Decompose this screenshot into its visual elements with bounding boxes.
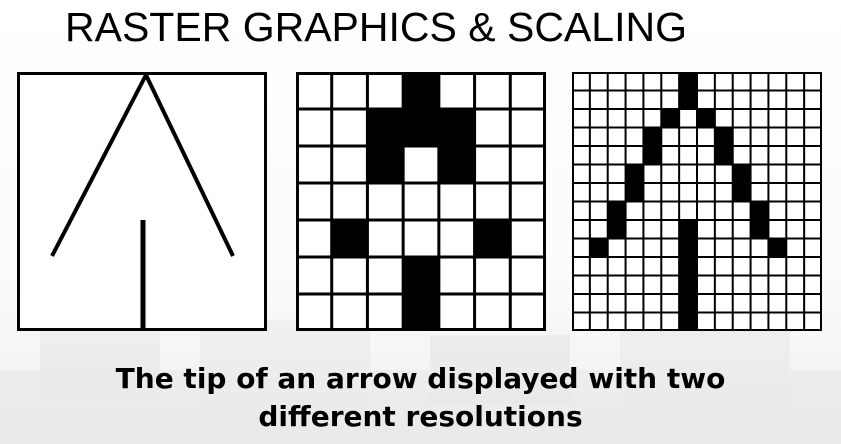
filled-pixel: [679, 220, 697, 239]
caption-line-2: different resolutions: [258, 400, 583, 433]
filled-pixel: [403, 294, 439, 331]
caption-line-1: The tip of an arrow displayed with two: [115, 362, 726, 395]
filled-pixel: [331, 220, 368, 257]
filled-pixel: [643, 127, 662, 146]
filled-pixel: [474, 220, 511, 257]
filled-pixel: [403, 72, 439, 109]
filled-pixel: [625, 183, 644, 202]
filled-pixel: [367, 109, 404, 146]
raster-low-resolution-panel: [296, 72, 546, 331]
raster-low-resolution-grid: [296, 72, 546, 331]
filled-pixel: [732, 164, 751, 183]
filled-pixel: [750, 201, 769, 220]
filled-pixel: [714, 127, 733, 146]
filled-pixel: [732, 183, 751, 202]
filled-pixel: [607, 201, 626, 220]
slide-caption: The tip of an arrow displayed with two d…: [0, 360, 841, 436]
filled-pixel: [403, 109, 439, 146]
filled-pixel: [679, 238, 697, 257]
vector-arrow-figure: [17, 72, 267, 331]
vector-arrow-left-stroke: [50, 74, 148, 257]
filled-pixel: [679, 257, 697, 276]
filled-pixel: [679, 90, 697, 109]
filled-pixel: [679, 294, 697, 313]
filled-pixel: [589, 238, 608, 257]
vector-arrow-panel: [17, 72, 267, 331]
filled-pixel: [679, 312, 697, 331]
filled-pixel: [643, 146, 662, 165]
filled-pixel: [661, 109, 680, 128]
filled-pixel: [714, 146, 733, 165]
filled-pixel: [438, 146, 475, 183]
filled-pixel: [750, 220, 769, 239]
filled-pixel: [679, 72, 697, 91]
filled-pixel: [697, 109, 715, 128]
slide-title: RASTER GRAPHICS & SCALING: [65, 4, 687, 50]
filled-pixel: [367, 146, 404, 183]
raster-high-resolution-grid: [572, 72, 822, 331]
filled-pixel: [403, 257, 439, 294]
filled-pixel: [768, 238, 787, 257]
vector-arrow-right-stroke: [144, 74, 235, 257]
raster-high-resolution-panel: [572, 72, 822, 331]
filled-pixel: [679, 275, 697, 294]
filled-pixel: [438, 109, 475, 146]
filled-pixel: [607, 220, 626, 239]
filled-pixel: [625, 164, 644, 183]
